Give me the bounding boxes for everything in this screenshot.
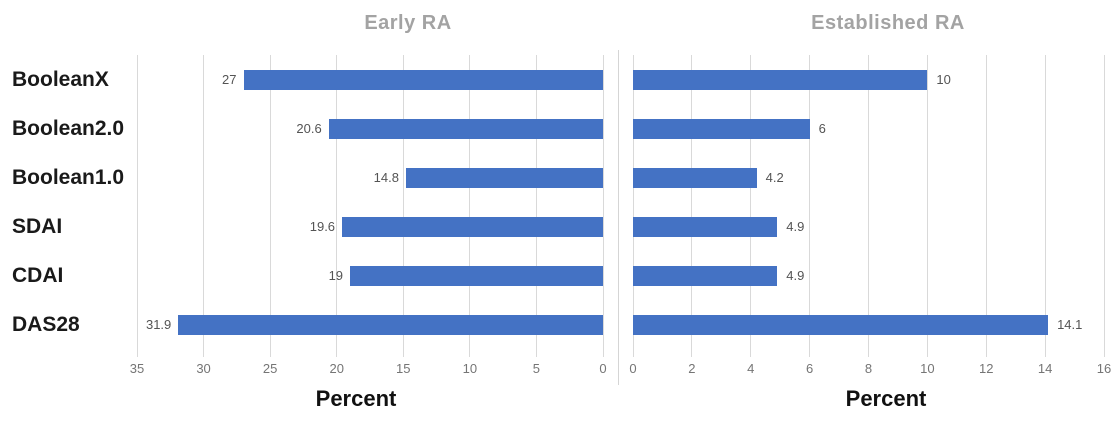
gridline bbox=[535, 55, 537, 350]
axis-tick-label: 10 bbox=[920, 361, 935, 376]
gridline bbox=[402, 55, 404, 350]
axis-tick-mark bbox=[136, 350, 138, 357]
axis-tick-mark bbox=[691, 350, 693, 357]
bar-boolean2.0 bbox=[328, 118, 603, 139]
gridline bbox=[1103, 55, 1105, 350]
bar-value-label: 19.6 bbox=[309, 219, 336, 235]
gridline bbox=[336, 55, 338, 350]
bar-boolean2.0 bbox=[633, 118, 810, 139]
axis-tick-label: 35 bbox=[129, 361, 145, 376]
axis-tick-label: 15 bbox=[396, 361, 411, 376]
axis-tick-label: 25 bbox=[262, 361, 278, 376]
bar-value-label: 4.9 bbox=[786, 219, 805, 235]
bar-value-label: 14.8 bbox=[373, 169, 399, 185]
bar-value-label: 6 bbox=[818, 120, 826, 136]
established-ra-plot-area: 0 2 4 6 8 10 12 14 16 10 6 4.2 4.9 4.9 14.1 bbox=[629, 55, 1111, 376]
gridline bbox=[203, 55, 205, 350]
axis-tick-label: 14 bbox=[1037, 361, 1053, 376]
category-label: DAS28 bbox=[12, 313, 80, 337]
axis-tick-label: 20 bbox=[329, 361, 344, 376]
early-ra-plot-area: 35 30 25 20 15 10 5 0 27 20.6 14.8 19.6 19 31.9 bbox=[130, 55, 607, 376]
gridline bbox=[691, 55, 693, 350]
gridline bbox=[985, 55, 987, 350]
gridline bbox=[868, 55, 869, 350]
axis-tick-label: 0 bbox=[599, 361, 607, 376]
category-label: BooleanX bbox=[12, 67, 109, 91]
axis-tick-mark bbox=[985, 350, 987, 357]
axis-tick-mark bbox=[809, 350, 811, 357]
bar-cdai bbox=[633, 266, 778, 287]
category-axis: BooleanX Boolean2.0 Boolean1.0 SDAI CDAI DAS2… bbox=[12, 55, 134, 350]
category-label: Boolean2.0 bbox=[12, 116, 125, 140]
bar-booleanx bbox=[633, 69, 928, 90]
axis-tick-mark bbox=[469, 350, 471, 357]
axis-tick-label: 6 bbox=[806, 361, 814, 376]
category-label: CDAI bbox=[12, 264, 64, 288]
axis-tick-label: 12 bbox=[979, 361, 994, 376]
axis-tick-mark bbox=[1044, 350, 1046, 357]
bar-sdai bbox=[633, 217, 778, 238]
gridline bbox=[750, 55, 752, 350]
gridline bbox=[469, 55, 471, 350]
gridline bbox=[1044, 55, 1046, 350]
bar-value-label: 4.2 bbox=[765, 169, 784, 185]
axis-tick-label: 30 bbox=[196, 361, 211, 376]
right-x-axis-title: Percent bbox=[845, 386, 927, 411]
bar-value-label: 31.9 bbox=[145, 317, 172, 333]
gridline bbox=[269, 55, 271, 350]
panel-divider bbox=[618, 50, 619, 385]
axis-tick-mark bbox=[750, 350, 752, 357]
category-label: Boolean1.0 bbox=[12, 165, 125, 189]
axis-tick-label: 0 bbox=[629, 361, 637, 376]
axis-tick-label: 4 bbox=[747, 361, 755, 376]
bar-value-label: 10 bbox=[936, 71, 951, 87]
axis-tick-mark bbox=[868, 350, 869, 357]
bar-value-label: 20.6 bbox=[296, 120, 322, 136]
gridline bbox=[632, 55, 634, 350]
bar-value-label: 27 bbox=[222, 71, 237, 87]
gridline bbox=[926, 55, 928, 350]
axis-tick-label: 10 bbox=[462, 361, 478, 376]
axis-tick-mark bbox=[602, 350, 604, 357]
bar-value-label: 19 bbox=[328, 268, 344, 284]
bar-booleanx bbox=[243, 69, 603, 90]
axis-tick-mark bbox=[336, 350, 338, 357]
axis-tick-mark bbox=[203, 350, 205, 357]
axis-tick-mark bbox=[535, 350, 537, 357]
axis-tick-mark bbox=[926, 350, 928, 357]
bar-boolean1.0 bbox=[405, 167, 603, 188]
axis-tick-label: 16 bbox=[1096, 361, 1112, 376]
axis-tick-label: 8 bbox=[864, 361, 873, 376]
bar-boolean1.0 bbox=[633, 167, 757, 188]
right-panel-title: Established RA bbox=[811, 12, 965, 34]
gridline bbox=[602, 55, 604, 350]
category-label: SDAI bbox=[12, 215, 63, 239]
bar-das28 bbox=[178, 315, 603, 336]
bar-das28 bbox=[633, 315, 1049, 336]
axis-tick-mark bbox=[269, 350, 271, 357]
axis-tick-mark bbox=[632, 350, 634, 357]
gridline bbox=[809, 55, 811, 350]
axis-tick-mark bbox=[402, 350, 404, 357]
bar-value-label: 4.9 bbox=[786, 268, 805, 284]
left-x-axis-title: Percent bbox=[315, 386, 397, 411]
bar-value-label: 14.1 bbox=[1057, 317, 1083, 333]
axis-tick-mark bbox=[1103, 350, 1105, 357]
bar-cdai bbox=[350, 266, 603, 287]
axis-tick-label: 2 bbox=[688, 361, 696, 376]
gridline bbox=[136, 55, 138, 350]
axis-tick-label: 5 bbox=[532, 361, 541, 376]
left-panel-title: Early RA bbox=[364, 12, 452, 34]
bar-sdai bbox=[342, 217, 603, 238]
